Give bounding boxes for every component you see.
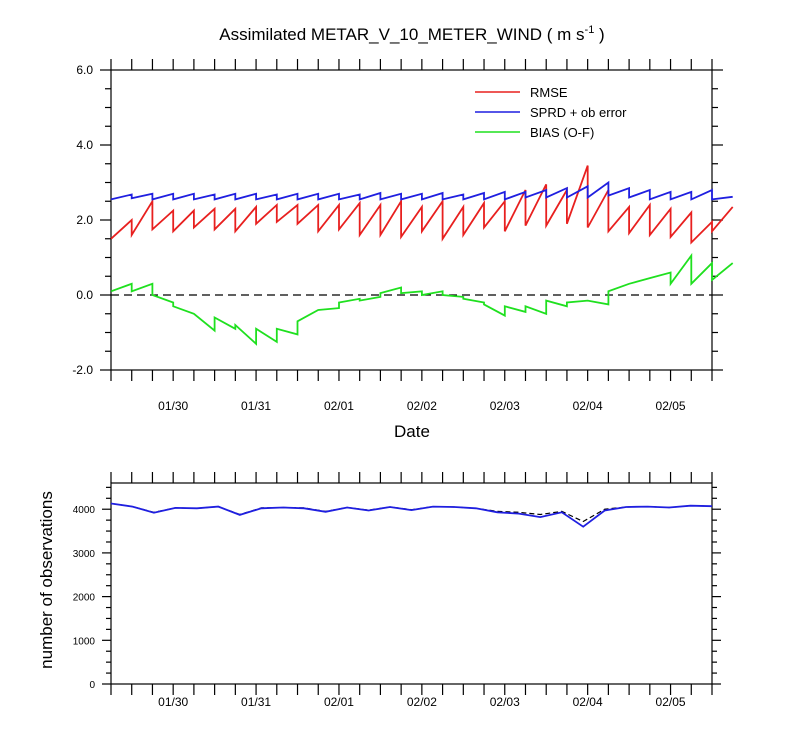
obs-count-line-dashed (110, 502, 713, 523)
x-tick-label: 01/30 (158, 399, 188, 413)
bottom-series (110, 502, 713, 528)
x-tick-label: 02/03 (490, 695, 520, 709)
series-line-sprd-ob-error (110, 180, 733, 201)
chart-title: Assimilated METAR_V_10_METER_WIND ( m s-… (219, 24, 604, 44)
x-tick-label: 01/31 (241, 695, 271, 709)
series-line-bias-o-f- (110, 252, 734, 346)
x-tick-label: 02/01 (324, 399, 354, 413)
x-tick-label: 02/05 (656, 695, 686, 709)
title-superscript: -1 (585, 24, 595, 36)
legend-label-rmse: RMSE (530, 85, 568, 100)
y-tick-label: 0.0 (76, 288, 93, 302)
title-end: ) (594, 25, 604, 44)
x-tick-label: 02/02 (407, 399, 437, 413)
series-line-rmse (110, 165, 734, 245)
bottom-y-tick-labels: 0 1000 2000 3000 4000 (73, 505, 96, 691)
bottom-plot-frame (110, 482, 713, 685)
top-x-tick-labels: 01/30 01/31 02/01 02/02 02/03 02/04 02/05 (158, 399, 686, 413)
x-tick-label: 02/01 (324, 695, 354, 709)
top-ticks (100, 59, 723, 381)
y-tick-label: 2000 (73, 593, 96, 604)
y-tick-label: 3000 (73, 549, 96, 560)
legend-label-bias: BIAS (O-F) (530, 125, 594, 140)
y-axis-label: number of observations (37, 491, 56, 669)
x-tick-label: 02/03 (490, 399, 520, 413)
y-tick-label: 4.0 (76, 138, 93, 152)
y-tick-label: 1000 (73, 636, 96, 647)
title-main: Assimilated METAR_V_10_METER_WIND ( m s (219, 25, 584, 44)
y-tick-label: 2.0 (76, 213, 93, 227)
y-tick-label: 4000 (73, 505, 96, 516)
legend-label-sprd: SPRD + ob error (530, 105, 627, 120)
top-y-tick-labels: -2.0 0.0 2.0 4.0 6.0 (72, 63, 93, 377)
bottom-ticks (102, 472, 721, 695)
obs-count-line-solid (110, 502, 713, 528)
y-tick-label: 6.0 (76, 63, 93, 77)
x-tick-label: 01/30 (158, 695, 188, 709)
x-tick-label: 02/04 (573, 399, 603, 413)
top-series (110, 165, 734, 346)
x-tick-label: 02/02 (407, 695, 437, 709)
y-tick-label: -2.0 (72, 363, 93, 377)
bottom-x-tick-labels: 01/30 01/31 02/01 02/02 02/03 02/04 02/05 (158, 695, 686, 709)
x-axis-label: Date (394, 422, 430, 441)
x-tick-label: 02/05 (656, 399, 686, 413)
legend: RMSE SPRD + ob error BIAS (O-F) (475, 85, 627, 140)
top-panel: -2.0 0.0 2.0 4.0 6.0 01/30 01/31 02/01 02/02 02/… (72, 59, 734, 441)
x-tick-label: 01/31 (241, 399, 271, 413)
x-tick-label: 02/04 (573, 695, 603, 709)
bottom-panel: 0 1000 2000 3000 4000 01/30 01/31 02/01 02/02 02… (37, 472, 721, 709)
y-tick-label: 0 (89, 680, 95, 691)
